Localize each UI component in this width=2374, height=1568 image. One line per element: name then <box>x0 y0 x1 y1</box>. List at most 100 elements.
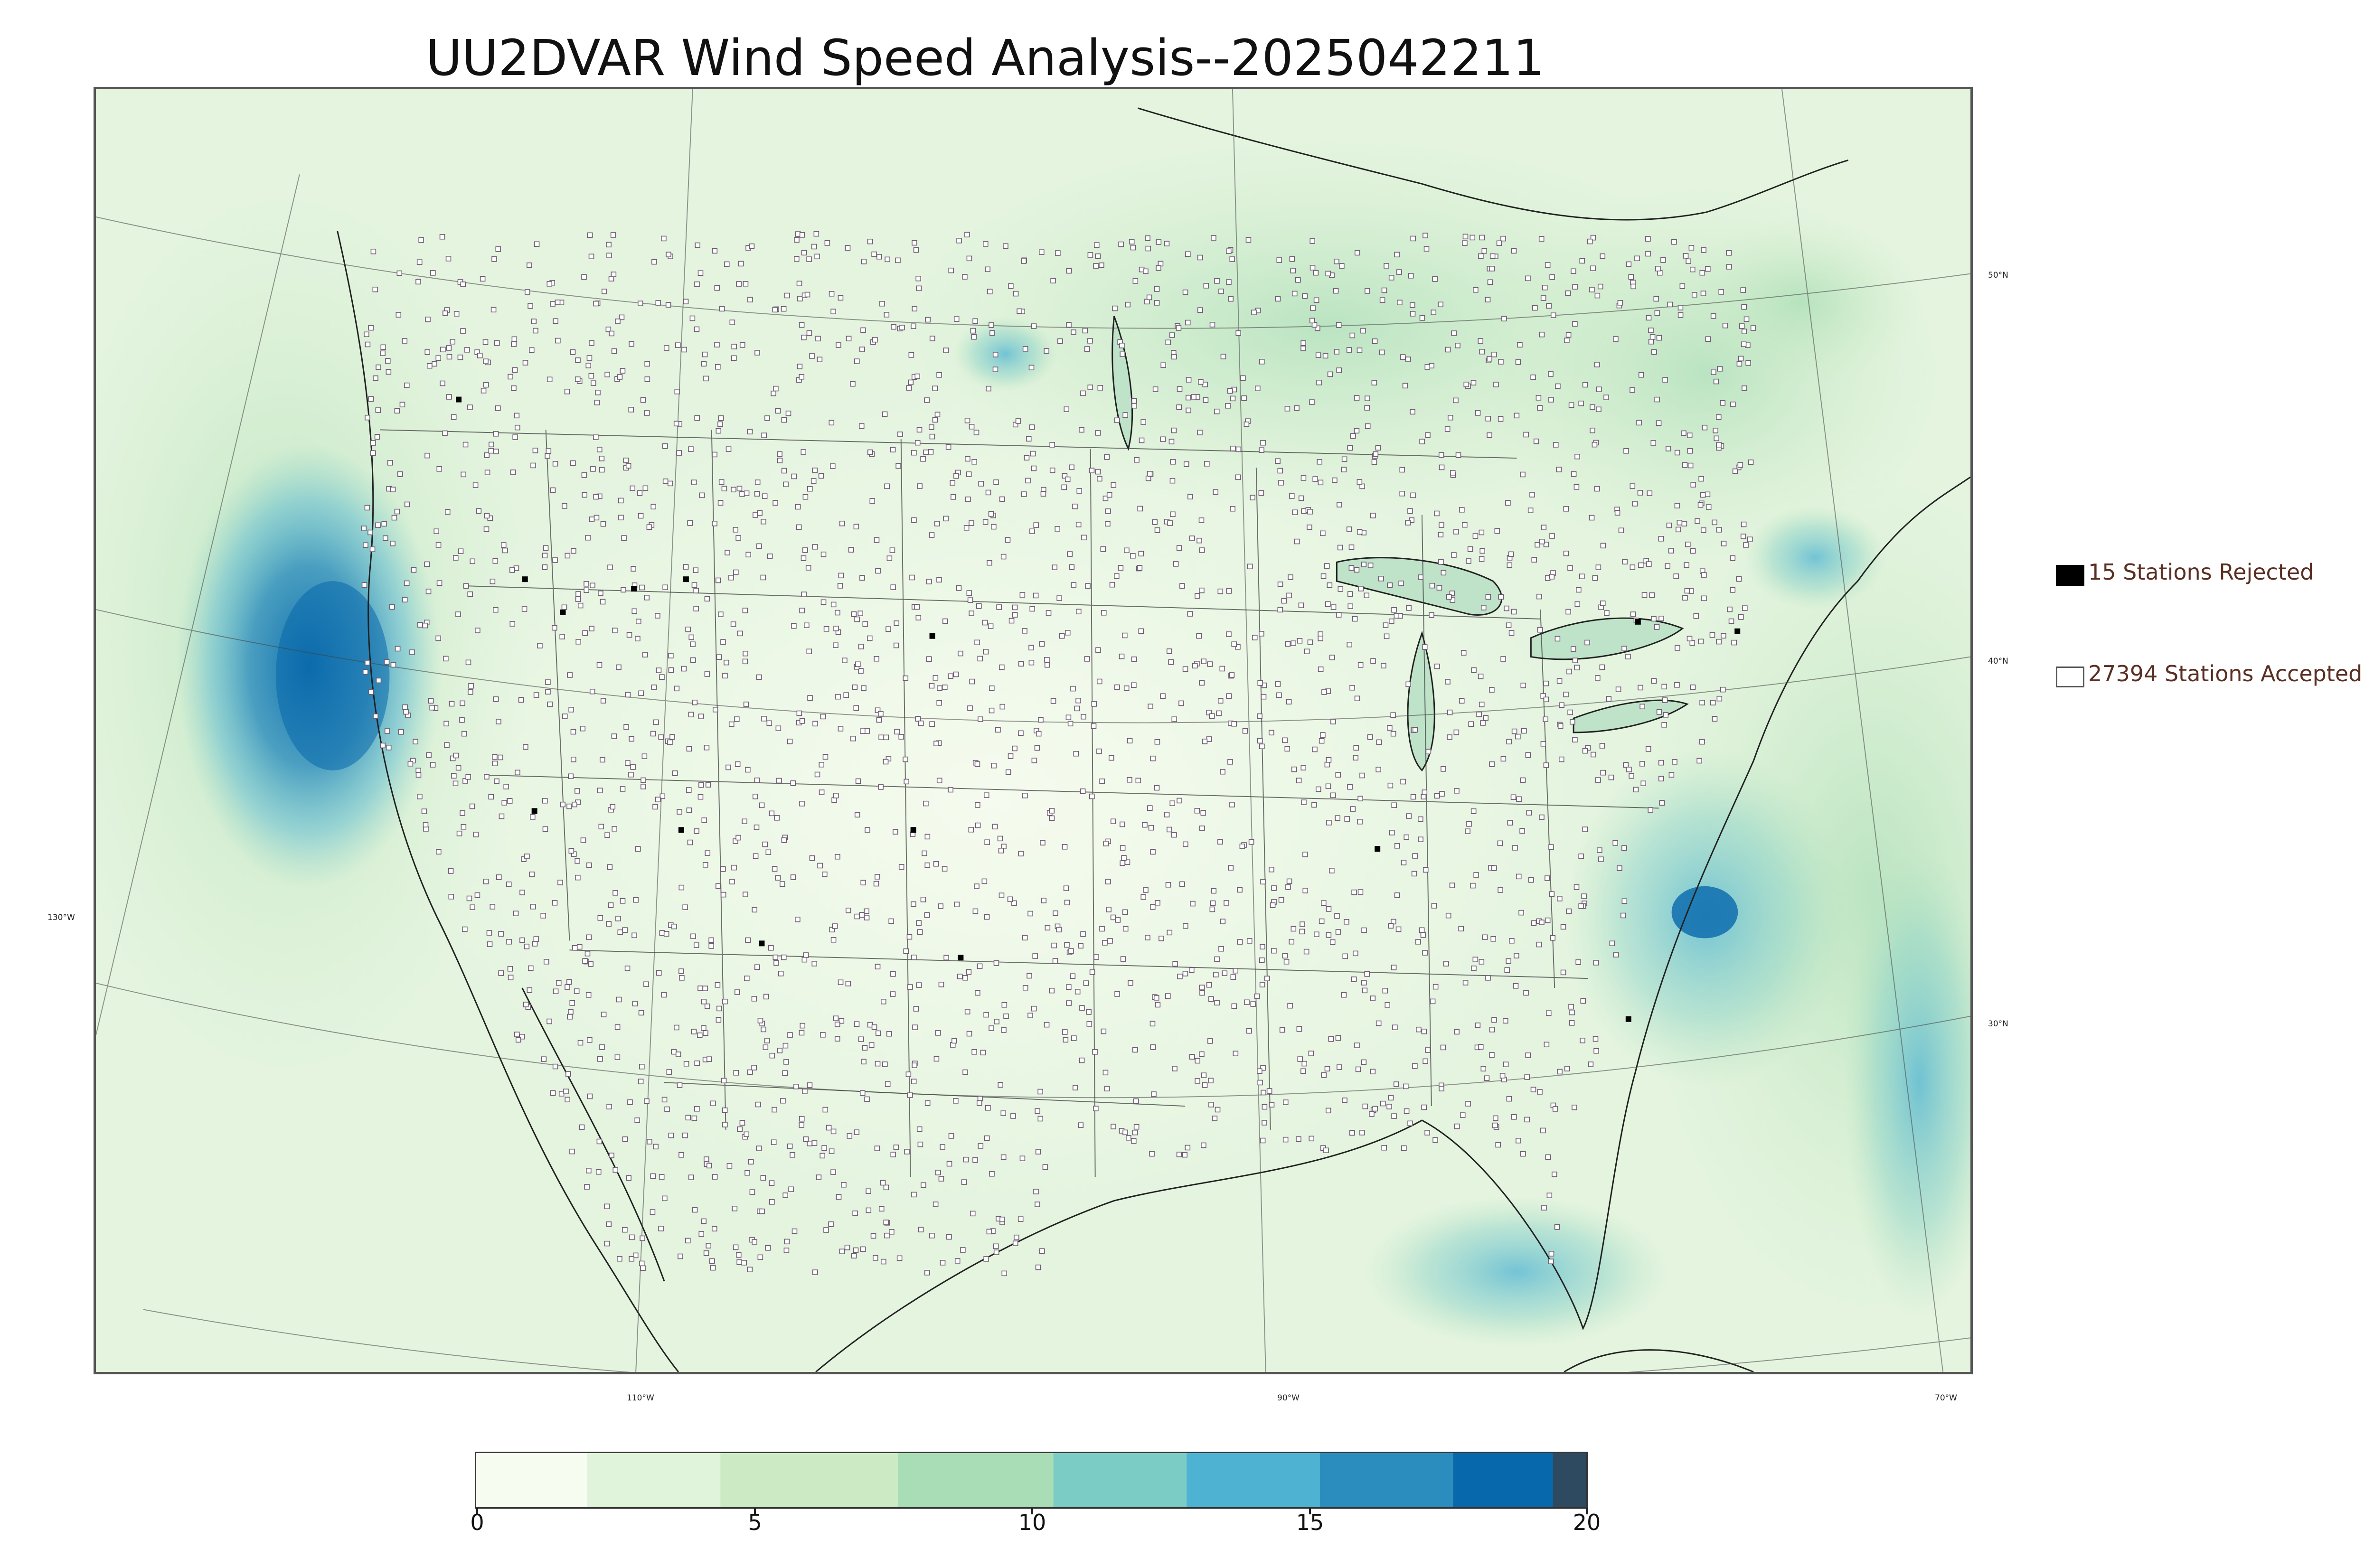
atlantic-wind-max <box>1671 886 1738 939</box>
station-accepted-marker <box>1328 1036 1334 1042</box>
station-accepted-marker <box>978 716 983 722</box>
station-accepted-marker <box>1132 278 1139 284</box>
station-accepted-marker <box>1406 813 1412 819</box>
station-accepted-marker <box>552 557 558 563</box>
station-accepted-marker <box>735 1252 742 1258</box>
station-accepted-marker <box>1391 802 1397 808</box>
station-accepted-marker <box>1471 667 1477 673</box>
station-accepted-marker <box>962 274 968 280</box>
station-accepted-marker <box>1478 253 1484 259</box>
station-accepted-marker <box>1648 328 1654 333</box>
station-accepted-marker <box>1122 412 1128 418</box>
station-accepted-marker <box>1222 970 1228 976</box>
station-accepted-marker <box>1102 496 1109 501</box>
station-accepted-marker <box>1146 294 1152 300</box>
station-accepted-marker <box>1739 323 1745 329</box>
station-accepted-marker <box>575 591 581 597</box>
station-accepted-marker <box>1055 526 1060 532</box>
station-accepted-marker <box>1190 901 1196 907</box>
station-accepted-marker <box>599 467 605 473</box>
station-accepted-marker <box>885 1081 891 1087</box>
station-accepted-marker <box>1103 841 1109 846</box>
station-accepted-marker <box>1022 793 1028 798</box>
station-accepted-marker <box>453 752 459 759</box>
station-accepted-marker <box>860 327 866 333</box>
station-accepted-marker <box>682 1132 688 1138</box>
station-accepted-marker <box>1633 787 1639 793</box>
station-accepted-marker <box>924 397 930 403</box>
station-accepted-marker <box>638 690 644 696</box>
colorbar-label-15: 15 <box>1296 1510 1324 1535</box>
station-accepted-marker <box>675 342 681 348</box>
station-accepted-marker <box>1535 542 1540 548</box>
station-accepted-marker <box>978 481 984 487</box>
station-accepted-marker <box>935 1030 941 1036</box>
station-accepted-marker <box>1316 380 1322 385</box>
station-accepted-marker <box>1215 1107 1221 1113</box>
station-accepted-marker <box>886 1031 892 1037</box>
station-accepted-marker <box>519 890 525 895</box>
station-accepted-marker <box>715 982 721 988</box>
station-accepted-marker <box>762 841 768 847</box>
station-accepted-marker <box>743 892 748 897</box>
station-accepted-marker <box>1498 887 1503 893</box>
station-accepted-marker <box>1514 953 1519 958</box>
station-accepted-marker <box>1018 730 1024 736</box>
station-accepted-marker <box>1297 638 1303 644</box>
station-accepted-marker <box>918 1227 924 1232</box>
station-accepted-marker <box>809 353 815 359</box>
station-accepted-marker <box>1300 346 1306 351</box>
station-accepted-marker <box>1033 1189 1039 1194</box>
station-accepted-marker <box>1072 1085 1078 1090</box>
station-accepted-marker <box>380 344 386 350</box>
station-accepted-marker <box>1390 731 1396 737</box>
station-accepted-marker <box>1210 900 1216 906</box>
station-accepted-marker <box>590 466 596 472</box>
station-accepted-marker <box>1133 1098 1139 1104</box>
station-accepted-marker <box>491 754 498 760</box>
station-accepted-marker <box>1138 551 1144 557</box>
station-accepted-marker <box>744 490 750 496</box>
station-accepted-marker <box>1008 753 1014 759</box>
station-accepted-marker <box>1406 605 1412 611</box>
station-accepted-marker <box>1183 841 1188 847</box>
station-accepted-marker <box>572 801 577 807</box>
station-accepted-marker <box>1415 939 1421 945</box>
station-accepted-marker <box>765 1245 771 1251</box>
station-accepted-marker <box>656 667 662 673</box>
station-accepted-marker <box>1037 1116 1044 1122</box>
station-accepted-marker <box>1653 296 1659 302</box>
station-accepted-marker <box>778 971 784 976</box>
station-accepted-marker <box>455 611 461 617</box>
station-accepted-marker <box>1585 745 1591 751</box>
station-accepted-marker <box>1659 800 1665 806</box>
station-accepted-marker <box>712 521 717 526</box>
station-accepted-marker <box>1444 426 1451 432</box>
station-accepted-marker <box>953 671 959 677</box>
station-accepted-marker <box>430 762 436 768</box>
station-accepted-marker <box>720 892 726 898</box>
station-accepted-marker <box>1260 440 1266 446</box>
station-accepted-marker <box>1690 684 1696 690</box>
station-accepted-marker <box>705 850 711 856</box>
station-accepted-marker <box>638 1010 644 1016</box>
station-accepted-marker <box>1686 636 1693 641</box>
station-accepted-marker <box>1423 1058 1428 1064</box>
station-accepted-marker <box>1360 328 1366 334</box>
station-accepted-marker <box>820 1153 826 1159</box>
station-accepted-marker <box>859 575 865 581</box>
station-accepted-marker <box>957 974 963 979</box>
station-accepted-marker <box>811 1140 818 1146</box>
station-accepted-marker <box>729 879 735 884</box>
station-accepted-marker <box>1064 900 1070 905</box>
station-accepted-marker <box>1597 283 1603 290</box>
station-accepted-marker <box>1411 871 1417 877</box>
station-accepted-marker <box>543 545 549 551</box>
station-accepted-marker <box>1412 853 1418 859</box>
station-accepted-marker <box>1394 252 1400 258</box>
station-accepted-marker <box>722 673 728 679</box>
station-accepted-marker <box>1099 926 1105 932</box>
station-accepted-marker <box>1626 261 1632 267</box>
station-accepted-marker <box>1545 875 1550 881</box>
map-panel[interactable] <box>94 87 1973 1374</box>
